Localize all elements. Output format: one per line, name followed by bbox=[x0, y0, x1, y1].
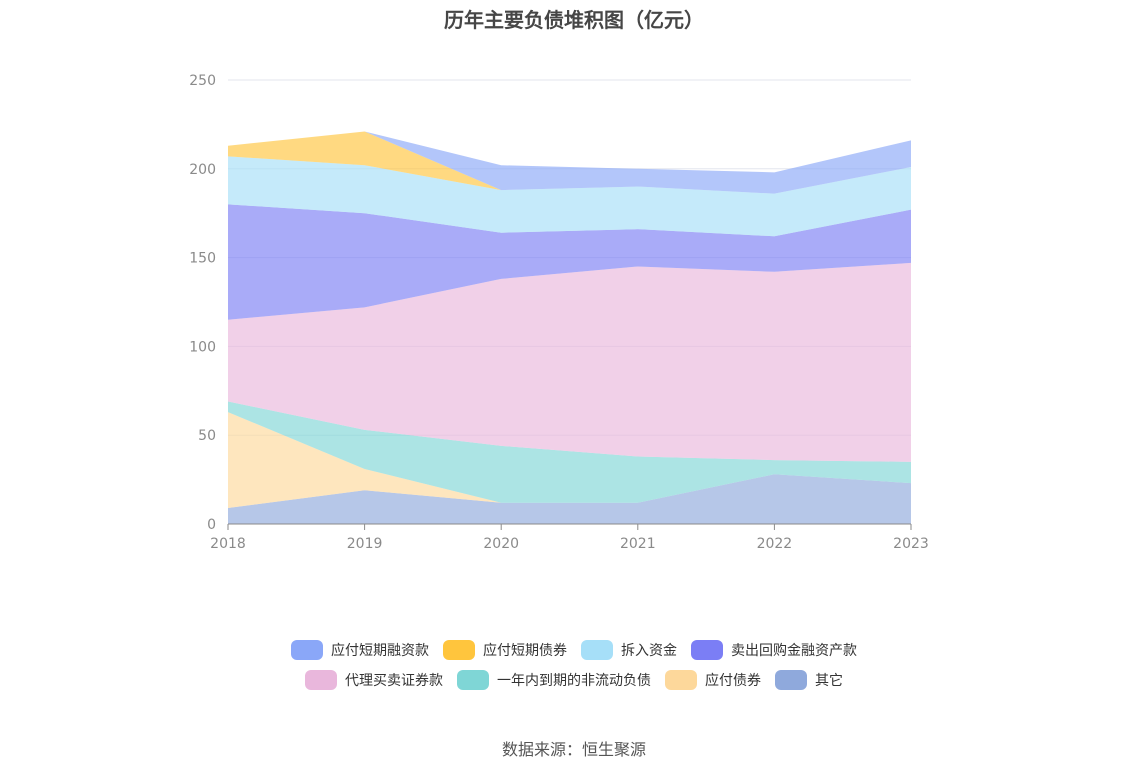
legend-item[interactable]: 卖出回购金融资产款 bbox=[691, 640, 857, 660]
x-tick-label-2018: 2018 bbox=[210, 536, 246, 552]
series-area-0 bbox=[228, 474, 911, 524]
legend-label: 卖出回购金融资产款 bbox=[731, 643, 857, 659]
y-tick-label-200: 200 bbox=[189, 162, 216, 178]
legend-row: 应付短期融资款 应付短期债券 拆入资金 卖出回购金融资产款 bbox=[0, 640, 1148, 660]
series-area-5 bbox=[228, 156, 911, 237]
series-area-3 bbox=[228, 262, 911, 462]
x-tick-label-2019: 2019 bbox=[347, 536, 383, 552]
legend-label: 应付短期债券 bbox=[483, 643, 567, 659]
legend-item[interactable]: 应付短期债券 bbox=[443, 640, 567, 660]
chart-legend: 应付短期融资款 应付短期债券 拆入资金 卖出回购金融资产款代理买卖证券款 一年内到期的非… bbox=[0, 640, 1148, 700]
series-area-1 bbox=[228, 412, 911, 509]
y-tick-label-100: 100 bbox=[189, 339, 216, 355]
legend-swatch bbox=[775, 670, 807, 690]
series-area-7 bbox=[228, 131, 911, 194]
data-source: 数据来源：恒生聚源 bbox=[501, 740, 646, 759]
series-area-2 bbox=[228, 401, 911, 503]
x-tick-label-2020: 2020 bbox=[483, 536, 519, 552]
legend-swatch bbox=[691, 640, 723, 660]
legend-label: 其它 bbox=[815, 673, 843, 689]
legend-swatch bbox=[581, 640, 613, 660]
legend-label: 一年内到期的非流动负债 bbox=[497, 673, 651, 689]
legend-item[interactable]: 其它 bbox=[775, 670, 843, 690]
legend-item[interactable]: 代理买卖证券款 bbox=[305, 670, 443, 690]
legend-swatch bbox=[457, 670, 489, 690]
chart-title: 历年主要负债堆积图（亿元） bbox=[444, 8, 704, 32]
series-area-6 bbox=[228, 131, 911, 194]
y-tick-label-50: 50 bbox=[198, 428, 216, 444]
y-tick-label-150: 150 bbox=[189, 251, 216, 267]
legend-item[interactable]: 一年内到期的非流动负债 bbox=[457, 670, 651, 690]
legend-label: 应付债券 bbox=[705, 673, 761, 689]
x-tick-label-2023: 2023 bbox=[893, 536, 929, 552]
y-tick-label-250: 250 bbox=[189, 73, 216, 89]
y-tick-label-0: 0 bbox=[207, 517, 216, 533]
legend-swatch bbox=[305, 670, 337, 690]
legend-item[interactable]: 应付债券 bbox=[665, 670, 761, 690]
series-areas bbox=[228, 131, 911, 524]
legend-item[interactable]: 应付短期融资款 bbox=[291, 640, 429, 660]
legend-swatch bbox=[665, 670, 697, 690]
legend-row: 代理买卖证券款 一年内到期的非流动负债 应付债券 其它 bbox=[0, 670, 1148, 690]
legend-label: 拆入资金 bbox=[621, 643, 677, 659]
stacked-area-chart: 0 50 100 150 200 250 2018 2019 2020 2021 2022 2023 bbox=[189, 73, 929, 552]
legend-label: 代理买卖证券款 bbox=[345, 673, 443, 689]
legend-label: 应付短期融资款 bbox=[331, 643, 429, 659]
legend-item[interactable]: 拆入资金 bbox=[581, 640, 677, 660]
legend-swatch bbox=[443, 640, 475, 660]
series-area-4 bbox=[228, 204, 911, 320]
x-tick-label-2021: 2021 bbox=[620, 536, 656, 552]
legend-swatch bbox=[291, 640, 323, 660]
x-tick-label-2022: 2022 bbox=[757, 536, 793, 552]
